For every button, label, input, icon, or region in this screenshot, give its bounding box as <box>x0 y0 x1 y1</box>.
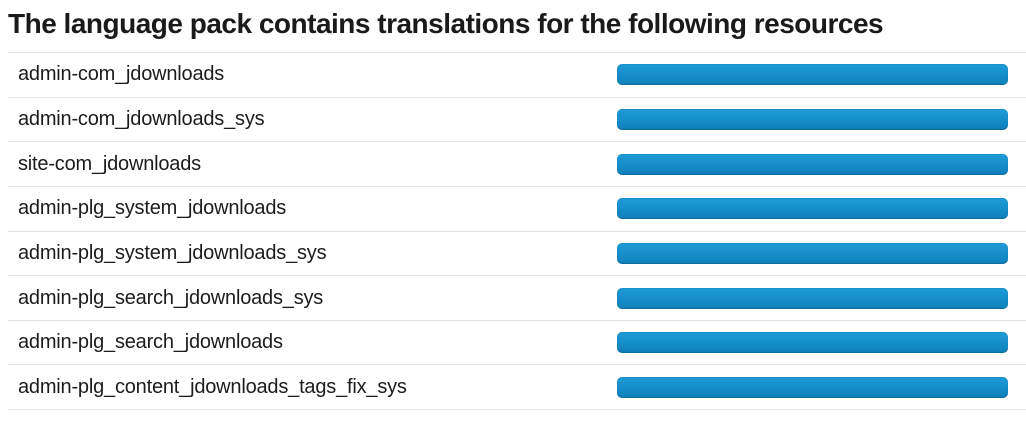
progress-bar <box>617 242 1008 264</box>
resource-label: admin-plg_search_jdownloads_sys <box>18 286 324 309</box>
resource-label: admin-plg_system_jdownloads_sys <box>18 241 327 264</box>
resource-label: admin-com_jdownloads <box>18 63 225 86</box>
resource-label: admin-plg_content_jdownloads_tags_fix_sy… <box>18 375 407 398</box>
progress-track <box>617 198 1008 220</box>
progress-track <box>617 332 1008 354</box>
progress-bar <box>617 198 1008 220</box>
resource-label: admin-plg_search_jdownloads <box>18 331 283 354</box>
table-row: admin-plg_system_jdownloads_sys <box>8 232 1026 277</box>
table-row: admin-plg_search_jdownloads_sys <box>8 276 1026 321</box>
page-title: The language pack contains translations … <box>8 8 884 39</box>
table-row: admin-plg_content_jdownloads_tags_fix_sy… <box>8 365 1026 411</box>
progress-bar <box>617 153 1008 175</box>
progress-bar <box>617 64 1008 86</box>
progress-track <box>617 64 1008 86</box>
table-row: admin-plg_system_jdownloads <box>8 187 1026 232</box>
progress-track <box>617 108 1008 130</box>
progress-bar <box>617 376 1008 398</box>
table-row: site-com_jdownloads <box>8 142 1026 187</box>
resource-label: admin-plg_system_jdownloads <box>18 197 287 220</box>
progress-bar <box>617 332 1008 354</box>
progress-track <box>617 153 1008 175</box>
progress-track <box>617 242 1008 264</box>
table-row: admin-com_jdownloads_sys <box>8 98 1026 143</box>
resource-table: admin-com_jdownloads admin-com_jdownload… <box>8 52 1026 411</box>
progress-bar <box>617 287 1008 309</box>
table-row: admin-plg_search_jdownloads <box>8 321 1026 366</box>
table-row: admin-com_jdownloads <box>8 53 1026 98</box>
progress-track <box>617 287 1008 309</box>
progress-bar <box>617 108 1008 130</box>
resource-label: site-com_jdownloads <box>18 152 201 175</box>
resource-label: admin-com_jdownloads_sys <box>18 107 265 130</box>
progress-track <box>617 376 1008 398</box>
